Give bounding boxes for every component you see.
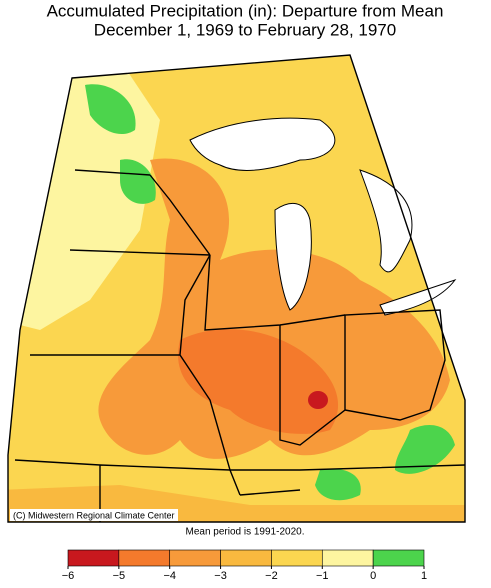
orange-area [98,158,450,459]
legend-tick-label: −6 [62,570,75,582]
legend-tick-label: −1 [316,570,329,582]
note: Mean period is 1991-2020. [186,527,305,538]
legend-tick-label: 1 [421,570,427,582]
title: Accumulated Precipitation (in): Departur… [47,1,444,20]
green-area [315,468,361,501]
state-borders [7,54,466,523]
credit: (C) Midwestern Regional Climate Center [13,510,175,520]
legend-tick-label: −5 [113,570,126,582]
lake-michigan [274,202,312,311]
legend-swatch [67,549,120,567]
legend-swatch [372,549,425,567]
lakes [189,117,457,316]
legend-tick-label: −3 [214,570,227,582]
legend: −6 −5 −4 −3 −2 −1 0 1 [62,549,427,582]
legend-tick-label: 0 [370,570,376,582]
legend-swatch [321,549,374,567]
deep-orange-area [178,329,339,434]
green-area [85,84,136,135]
map [7,54,466,523]
legend-tick-label: −2 [265,570,278,582]
green-area [395,425,455,474]
legend-swatch [169,549,221,567]
credit-box [10,509,178,521]
legend-swatch [271,549,323,567]
red-spot [308,391,328,409]
legend-tick-label: −4 [163,570,176,582]
legend-swatch [220,549,272,567]
lake-huron [359,169,413,273]
subtitle: December 1, 1969 to February 28, 1970 [94,20,396,39]
green-area [120,159,156,204]
lake-superior [189,117,336,171]
lake-erie [379,279,457,316]
legend-swatch [118,549,171,567]
